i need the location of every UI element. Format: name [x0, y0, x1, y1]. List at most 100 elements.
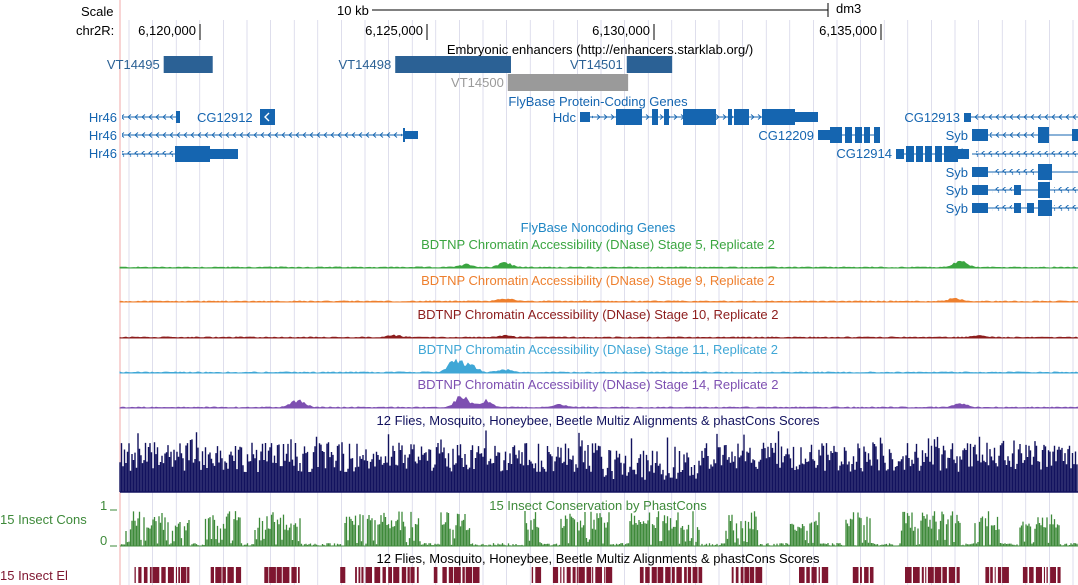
enhancer-VT14501[interactable]: [626, 56, 673, 73]
conserved-element: [578, 567, 585, 583]
gene-syb-4[interactable]: Syb: [946, 200, 1078, 216]
conserved-element: [687, 567, 692, 583]
enhancer-VT14500[interactable]: [507, 74, 629, 91]
phastcons-ymax: 1: [100, 498, 107, 513]
elements-track[interactable]: 12 Flies, Mosquito, Honeybee, Beetle Mul…: [0, 551, 1061, 583]
conserved-element: [340, 567, 346, 583]
multiz-track[interactable]: 12 Flies, Mosquito, Honeybee, Beetle Mul…: [119, 413, 1078, 493]
conserved-element: [374, 567, 381, 583]
gene-hr46-1[interactable]: Hr46: [89, 110, 180, 125]
conserved-element: [860, 567, 862, 583]
enhancer-VT14498[interactable]: [395, 56, 511, 73]
conserved-element: [811, 567, 817, 583]
enhancer-label-VT14498: VT14498: [338, 57, 391, 72]
conserved-element: [572, 567, 576, 583]
conserved-element: [905, 567, 912, 583]
gene-label: CG12209: [758, 128, 814, 143]
gene-track[interactable]: FlyBase Protein-Coding Genes Hr46 Hr46: [89, 94, 1078, 216]
enhancer-items[interactable]: VT14495 VT14498 VT14500 VT14501: [107, 56, 673, 91]
conserved-element: [921, 567, 924, 583]
conserved-element: [749, 567, 755, 583]
conserved-element: [448, 567, 454, 583]
conserved-element: [210, 567, 214, 583]
conserved-element: [942, 567, 947, 583]
gene-hr46-3[interactable]: Hr46: [89, 146, 238, 162]
conserved-element: [358, 567, 361, 583]
conserved-element: [592, 567, 594, 583]
ruler-track[interactable]: Scale 10 kb dm3 chr2R: 6,120,000 6,125,00…: [76, 1, 882, 40]
conserved-element: [442, 567, 447, 583]
conserved-element: [531, 567, 534, 583]
gene-label: CG12912: [197, 110, 253, 125]
gene-syb-5[interactable]: Syb: [946, 146, 1078, 161]
multiz-bars-path: [119, 430, 1078, 492]
conserved-element: [1046, 567, 1048, 583]
gene-label: Syb: [946, 146, 968, 161]
conserved-element: [138, 567, 142, 583]
phastcons-track-title: 15 Insect Conservation by PhastCons: [489, 498, 707, 513]
gene-label: Syb: [946, 165, 968, 180]
conserved-element: [576, 567, 578, 583]
gene-cg12913[interactable]: CG12913: [904, 110, 1078, 125]
dnase-stage5-title: BDTNP Chromatin Accessibility (DNase) St…: [421, 237, 775, 252]
enhancer-label-VT14500: VT14500: [451, 75, 504, 90]
conserved-element: [731, 567, 734, 583]
enhancer-label-VT14501: VT14501: [570, 57, 623, 72]
conserved-element: [852, 567, 859, 583]
gene-label: Hr46: [89, 128, 117, 143]
elements-side-label[interactable]: 15 Insect El: [0, 568, 68, 583]
dnase-tracks[interactable]: BDTNP Chromatin Accessibility (DNase) St…: [119, 237, 1078, 409]
gene-label: Hr46: [89, 146, 117, 161]
multiz-track-title: 12 Flies, Mosquito, Honeybee, Beetle Mul…: [377, 413, 820, 428]
conserved-element: [462, 567, 465, 583]
conserved-element: [956, 567, 960, 583]
conserved-element: [948, 567, 956, 583]
conserved-element: [433, 567, 438, 583]
phastcons-track[interactable]: 15 Insect Conservation by PhastCons 15 I…: [0, 498, 1078, 548]
conserved-element: [187, 567, 190, 583]
conserved-element: [291, 567, 297, 583]
conserved-element: [698, 567, 703, 583]
conserved-element: [566, 567, 571, 583]
conserved-element: [181, 567, 187, 583]
enhancer-track[interactable]: Embryonic enhancers (http://enhancers.st…: [107, 42, 753, 91]
gene-cg12914[interactable]: CG12914: [836, 146, 969, 162]
gene-hr46-2[interactable]: Hr46: [89, 128, 418, 143]
conserved-element: [818, 567, 820, 583]
phastcons-side-label[interactable]: 15 Insect Cons: [0, 512, 87, 527]
conserved-element: [161, 567, 166, 583]
conserved-element: [1029, 567, 1034, 583]
conserved-element: [465, 567, 473, 583]
conserved-element: [152, 567, 160, 583]
scale-value: 10 kb: [337, 3, 369, 18]
conserved-element: [222, 567, 226, 583]
gene-label: Syb: [946, 183, 968, 198]
conserved-element: [665, 567, 671, 583]
conserved-element: [454, 567, 461, 583]
gene-syb-3[interactable]: Syb: [946, 182, 1078, 198]
conserved-element: [1043, 567, 1045, 583]
conserved-element: [869, 567, 874, 583]
conserved-element: [676, 567, 682, 583]
conserved-element: [227, 567, 234, 583]
gene-track-title: FlyBase Protein-Coding Genes: [508, 94, 688, 109]
conserved-element: [560, 567, 562, 583]
gene-hdc[interactable]: Hdc: [553, 109, 818, 125]
dnase-stage10-signal: [119, 334, 1078, 339]
conserved-element: [473, 567, 480, 583]
gene-cg12209[interactable]: CG12209: [758, 127, 880, 143]
conserved-element: [1050, 567, 1056, 583]
enhancer-VT14495[interactable]: [163, 56, 213, 73]
conserved-element: [735, 567, 739, 583]
conserved-element: [264, 567, 269, 583]
phastcons-bars-path: [119, 511, 1078, 546]
conserved-element: [990, 567, 993, 583]
gene-cg12912[interactable]: CG12912: [197, 109, 275, 125]
conserved-element: [821, 567, 829, 583]
conserved-element: [606, 567, 613, 583]
gene-syb-2[interactable]: Syb: [946, 164, 1078, 180]
gene-syb-1[interactable]: Syb: [946, 127, 1078, 143]
conserved-element: [913, 567, 920, 583]
conserved-element: [282, 567, 290, 583]
dnase-stage14-signal: [119, 396, 1078, 409]
